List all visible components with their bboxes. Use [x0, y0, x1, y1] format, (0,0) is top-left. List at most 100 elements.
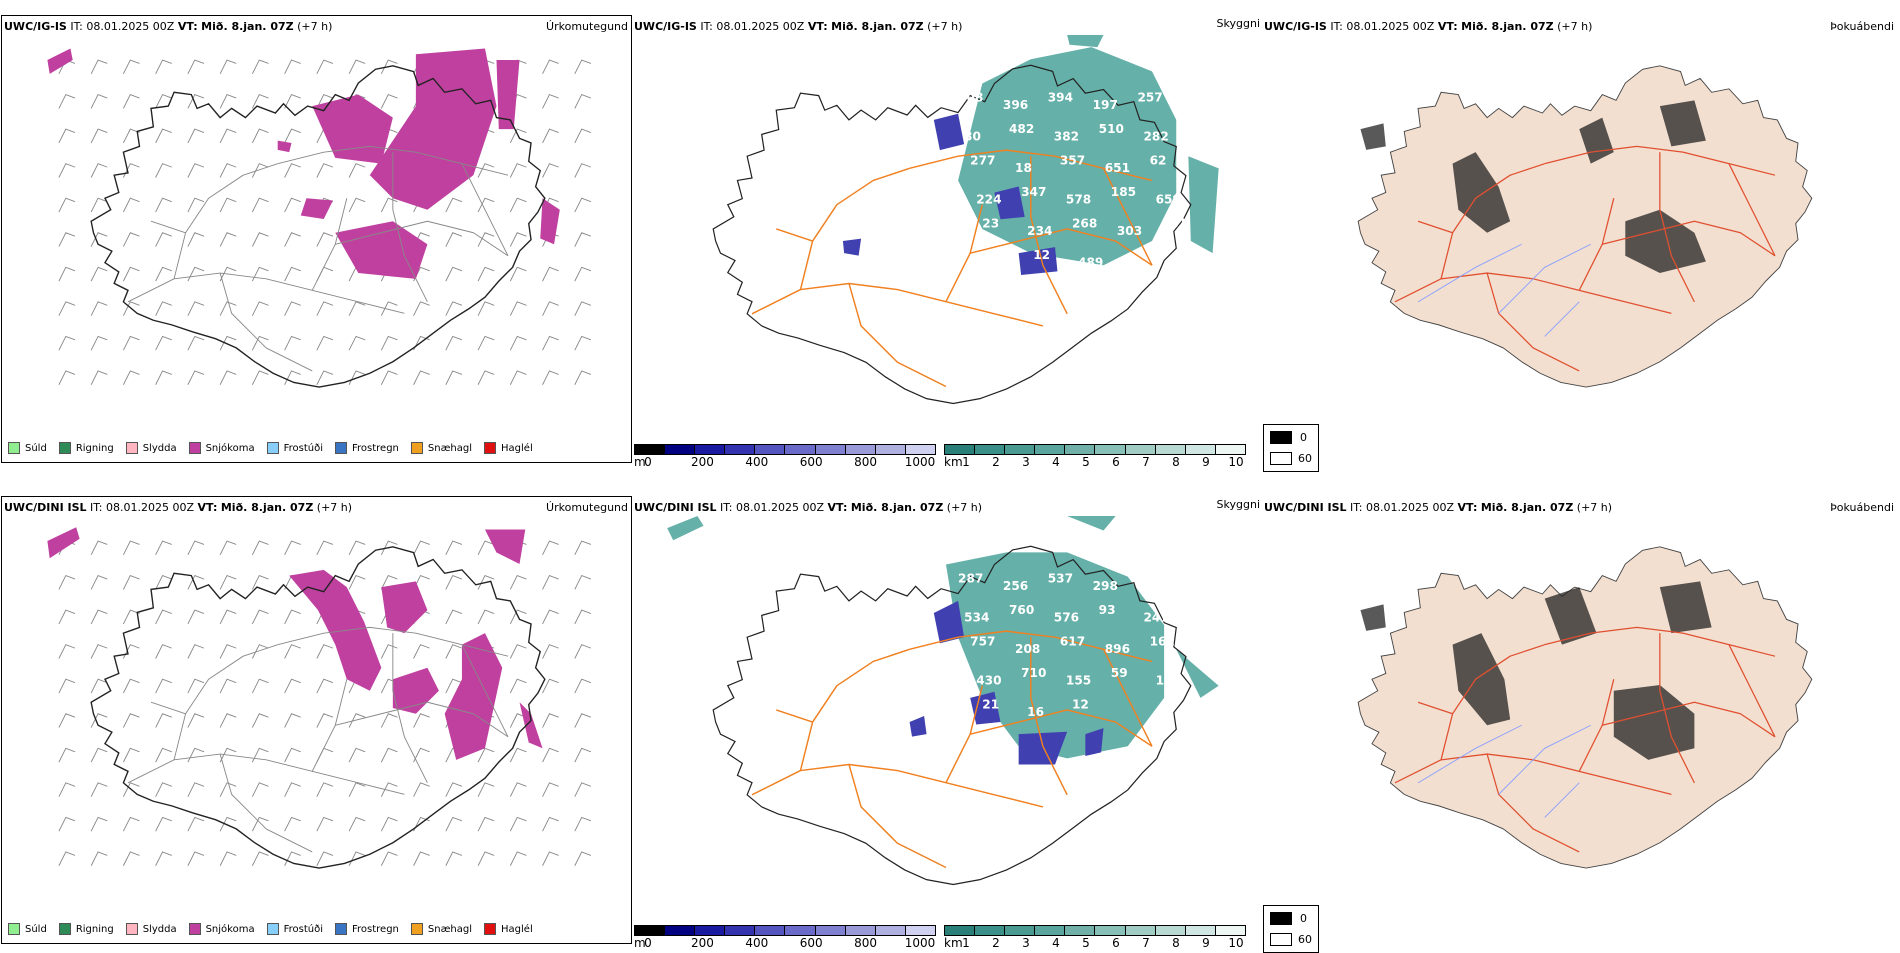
fog-swatch-light: [1270, 452, 1292, 465]
visibility-value: 430: [976, 673, 1001, 687]
tick-label: 200: [690, 936, 714, 950]
ceiling-unit: m: [634, 936, 646, 950]
tick-label: 4: [1052, 455, 1060, 469]
legend-swatch: [125, 923, 138, 935]
visibility-value: 12: [1072, 698, 1089, 712]
run-info-header: UWC/DINI ISL IT: 08.01.2025 00Z VT: Mið.…: [1264, 501, 1613, 514]
legend-label: Frostúði: [283, 923, 323, 935]
visibility-value: 617: [1060, 635, 1085, 649]
tick-label: 200: [690, 455, 714, 469]
panel-title: Úrkomutegund: [546, 501, 628, 514]
tick-label: 10: [1228, 936, 1244, 950]
legend-item: Frostregn: [335, 923, 399, 935]
visibility-value: 298: [1093, 579, 1118, 593]
tick-label: 4: [1052, 936, 1060, 950]
tick-label: 600: [799, 936, 823, 950]
legend-item: Slydda: [125, 442, 177, 454]
legend-label: Súld: [25, 442, 47, 454]
run-info-header: UWC/IG-IS IT: 08.01.2025 00Z VT: Mið. 8.…: [1264, 20, 1593, 33]
tick-label: 6: [1112, 936, 1120, 950]
legend-swatch: [58, 442, 71, 454]
visibility-value: 155: [1066, 673, 1091, 687]
visibility-value: 760: [1009, 603, 1034, 617]
tick-label: 600: [799, 455, 823, 469]
tick-label: 0: [644, 455, 652, 469]
visibility-value: 162: [1150, 635, 1175, 649]
visibility-value: 268: [1072, 217, 1097, 231]
fog-area: [1360, 123, 1386, 150]
low-ceiling-area: [1085, 728, 1104, 756]
legend-swatch: [266, 923, 279, 935]
visibility-value: 170: [1156, 673, 1181, 687]
ceiling-ticks: 0 200 400 600 800 1000: [644, 455, 936, 471]
legend-label: Slydda: [142, 923, 177, 935]
fog-swatch-dark: [1270, 431, 1292, 444]
visibility-value: 12: [1033, 248, 1050, 262]
low-ceiling-area: [909, 716, 927, 737]
visibility-value: 16: [1027, 705, 1044, 719]
visibility-value: 208: [1015, 642, 1040, 656]
visibility-value: 224: [976, 192, 1001, 206]
visibility-colorbar: [944, 444, 1246, 455]
fog-area: [1360, 604, 1386, 631]
legend-label: Snæhagl: [427, 442, 473, 454]
legend-label: Haglél: [501, 442, 533, 454]
panel-title: Úrkomutegund: [546, 20, 628, 33]
legend-label: Snæhagl: [427, 923, 473, 935]
visibility-value: 659: [1156, 192, 1181, 206]
fog-label-top: 0: [1300, 431, 1307, 444]
visibility-value: 62: [1150, 154, 1167, 168]
visibility-value: 896: [1105, 642, 1130, 656]
precip-type-panel: [1, 496, 632, 944]
fog-legend: 0 60: [1263, 424, 1319, 472]
iceland-map: [1357, 546, 1813, 869]
tick-label: 5: [1082, 936, 1090, 950]
visibility-value: 394: [1048, 91, 1073, 105]
ceiling-ticks: 0 200 400 600 800 1000: [644, 936, 935, 952]
fog-label-bottom: 60: [1298, 933, 1312, 946]
low-visibility-area: [1176, 649, 1219, 698]
visibility-value: 257: [1137, 572, 1162, 586]
snow-area: [484, 529, 526, 565]
low-ceiling-area: [933, 600, 965, 644]
snow-area: [47, 527, 80, 559]
visibility-value: 277: [970, 154, 995, 168]
snow-area: [289, 569, 382, 691]
tick-label: 400: [745, 455, 769, 469]
panel-title: Þokuábendi: [1830, 501, 1894, 514]
fog-swatch-dark: [1270, 912, 1292, 925]
legend-label: Rigning: [75, 442, 114, 454]
tick-label: 3: [1022, 936, 1030, 950]
legend-swatch: [410, 442, 423, 454]
legend-swatch: [8, 442, 20, 454]
fog-area: [1659, 100, 1706, 147]
low-ceiling-area: [1018, 731, 1068, 765]
iceland-map: [1357, 65, 1813, 388]
low-ceiling-area: [1018, 247, 1058, 275]
visibility-value: 30: [964, 129, 981, 143]
visibility-value: 23: [982, 217, 999, 231]
snow-area: [312, 94, 393, 164]
tick-label: 400: [745, 936, 769, 950]
legend-item: Haglél: [484, 442, 533, 454]
legend-item: Snjókoma: [188, 923, 255, 935]
tick-label: 7: [1142, 936, 1150, 950]
ceiling-colorbar: [634, 444, 936, 455]
panel-title: Skyggni: [1216, 17, 1260, 30]
legend-item: Súld: [8, 923, 47, 935]
legend-label: Snjókoma: [205, 442, 255, 454]
visibility-value: 710: [1021, 666, 1046, 680]
snow-area: [392, 667, 439, 714]
fog-area: [1452, 152, 1511, 233]
visibility-unit: km: [944, 936, 963, 950]
low-ceiling-area: [970, 691, 1001, 725]
fog-area: [1544, 587, 1597, 645]
legend-label: Slydda: [142, 442, 177, 454]
ceiling-colorbar: [634, 925, 936, 936]
visibility-value: 357: [1060, 154, 1085, 168]
legend-label: Frostregn: [352, 442, 399, 454]
tick-label: 1000: [904, 455, 936, 469]
visibility-ticks: 1 2 3 4 5 6 7 8 9 10: [962, 455, 1246, 471]
visibility-value: 757: [970, 635, 995, 649]
legend-label: Snjókoma: [205, 923, 255, 935]
